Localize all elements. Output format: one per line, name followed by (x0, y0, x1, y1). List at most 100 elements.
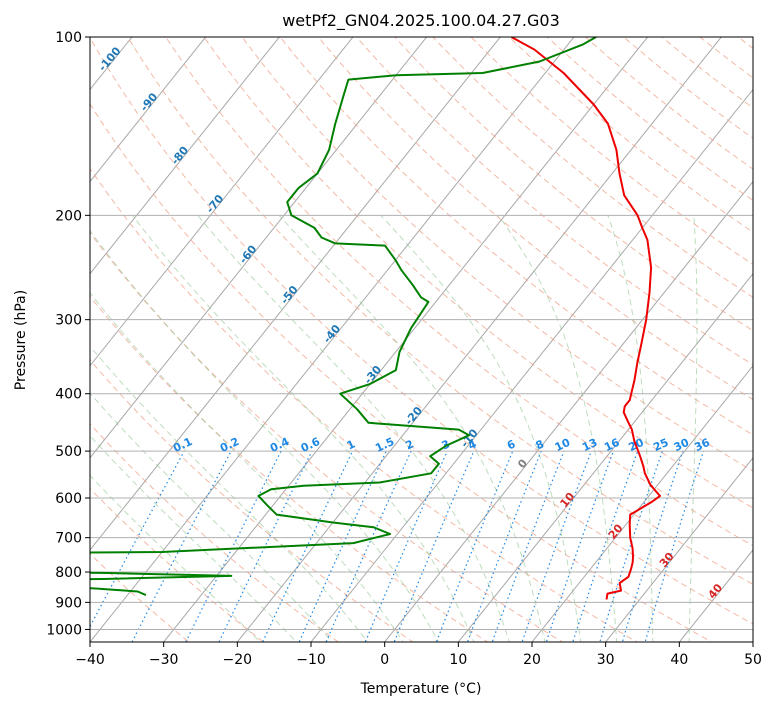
isotherm-label: -40 (321, 322, 344, 346)
dry-adiabat (90, 37, 753, 625)
mixing-ratio-label: 25 (651, 436, 670, 454)
dry-adiabat (90, 295, 489, 642)
x-tick-label: 40 (670, 652, 688, 668)
x-tick-label: 0 (380, 652, 389, 668)
x-tick-label: −30 (149, 652, 179, 668)
dry-adiabat (90, 167, 639, 642)
moist-adiabat (278, 214, 546, 642)
x-tick-label: −10 (296, 652, 326, 668)
isotherm-line (90, 37, 501, 551)
x-tick-label: 50 (744, 652, 762, 668)
dry-adiabat (165, 37, 753, 547)
dry-adiabat (699, 37, 753, 79)
dry-adiabat (90, 423, 340, 642)
isotherm-label: -50 (278, 283, 301, 307)
moist-adiabat (380, 214, 582, 642)
x-tick-label: −40 (75, 652, 105, 668)
plot-frame (89, 36, 754, 643)
y-axis-label: Pressure (hPa) (13, 290, 29, 390)
y-tick-label: 1000 (46, 622, 82, 638)
isotherm-line (457, 272, 753, 642)
dry-adiabat (279, 37, 753, 436)
moist-adiabat (688, 215, 698, 642)
mixing-ratio-label: 0.6 (299, 435, 322, 455)
y-axis-ticks: 100 200 300 400 500 600 700 800 900 1000 (46, 30, 90, 638)
isotherm-label: -80 (169, 144, 192, 168)
mixing-ratio-label: 0.4 (268, 435, 291, 455)
mixing-ratio-line (262, 450, 354, 642)
isotherm-line (0, 10, 80, 654)
dry-adiabat (317, 37, 753, 401)
dry-adiabat (622, 37, 753, 139)
y-tick-label: 300 (55, 313, 82, 329)
y-tick-label: 800 (55, 565, 82, 581)
x-tick-label: 20 (523, 652, 541, 668)
dry-adiabat (90, 231, 564, 642)
mixing-ratio-label: 13 (580, 436, 599, 454)
warm-isotherm-label: 40 (705, 581, 725, 601)
y-tick-label: 200 (55, 208, 82, 224)
background-lines (0, 10, 775, 654)
moist-adiabat (607, 215, 654, 642)
warm-isotherm-label: 10 (558, 490, 578, 510)
dry-adiabat (737, 37, 753, 50)
dry-adiabat (470, 37, 753, 266)
chart-title: wetPf2_GN04.2025.100.04.27.G03 (282, 11, 560, 31)
moist-adiabat (197, 214, 510, 642)
y-tick-label: 500 (55, 444, 82, 460)
isotherm-line (531, 364, 753, 642)
x-tick-label: 10 (449, 652, 467, 668)
warm-isotherm-label: 20 (606, 521, 626, 541)
isotherm-line (752, 641, 753, 642)
isotherm-line (236, 37, 722, 642)
y-tick-label: 400 (55, 387, 82, 403)
isotherm-label: -100 (96, 44, 124, 74)
mixing-ratio-label: 0.1 (171, 435, 194, 455)
y-tick-label: 700 (55, 531, 82, 547)
mixing-ratio-label: 6 (505, 437, 518, 452)
isotherm-label: -90 (138, 90, 161, 114)
isotherm-line (0, 10, 6, 654)
warm-isotherm-label: 30 (657, 550, 677, 570)
isotherm-line (90, 37, 354, 367)
y-tick-label: 100 (55, 30, 82, 46)
isotherm-label: -20 (402, 404, 425, 428)
isotherm-line (310, 88, 753, 642)
isotherm-line (90, 37, 428, 459)
isotherm-label: -60 (237, 242, 260, 266)
mixing-ratio-line (218, 450, 313, 642)
profiles (90, 37, 661, 600)
mixing-ratio-label: 2 (403, 437, 415, 452)
zero-isotherm-label: 0 (515, 456, 530, 470)
moist-adiabat (132, 214, 475, 642)
dry-adiabat (394, 37, 753, 332)
isotherm-label: -70 (204, 192, 227, 216)
isotherm-line (90, 37, 207, 183)
moist-adiabat (90, 474, 261, 642)
moist-adiabat (90, 229, 440, 642)
isotherm-line (605, 457, 753, 642)
x-tick-label: −20 (223, 652, 253, 668)
isotherm-line (163, 37, 649, 642)
moist-adiabat (90, 392, 333, 642)
mixing-ratio-label: 1.5 (373, 435, 396, 455)
moist-adiabat (90, 345, 369, 642)
mixing-ratio-label: 0.2 (218, 435, 241, 455)
dry-adiabat (355, 37, 753, 366)
y-tick-label: 900 (55, 595, 82, 611)
isotherm-line (90, 37, 575, 642)
mixing-ratio-label: 30 (672, 436, 692, 454)
isotherm-line (90, 37, 280, 275)
dry-adiabat (743, 11, 775, 654)
y-tick-label: 600 (55, 491, 82, 507)
x-tick-label: 30 (597, 652, 615, 668)
isotherm-line (384, 180, 753, 642)
mixing-ratio-labels: 0.1 0.2 0.4 0.6 1 1.5 2 3 4 6 8 10 13 16 20 25 30 36 (171, 435, 712, 455)
moist-adiabat (90, 435, 297, 642)
dewpoint-profile (90, 37, 597, 597)
mixing-ratio-label: 10 (553, 436, 573, 454)
mixing-ratio-label: 36 (692, 436, 712, 454)
dry-adiabat (127, 37, 753, 585)
mixing-ratio-line (393, 450, 475, 642)
